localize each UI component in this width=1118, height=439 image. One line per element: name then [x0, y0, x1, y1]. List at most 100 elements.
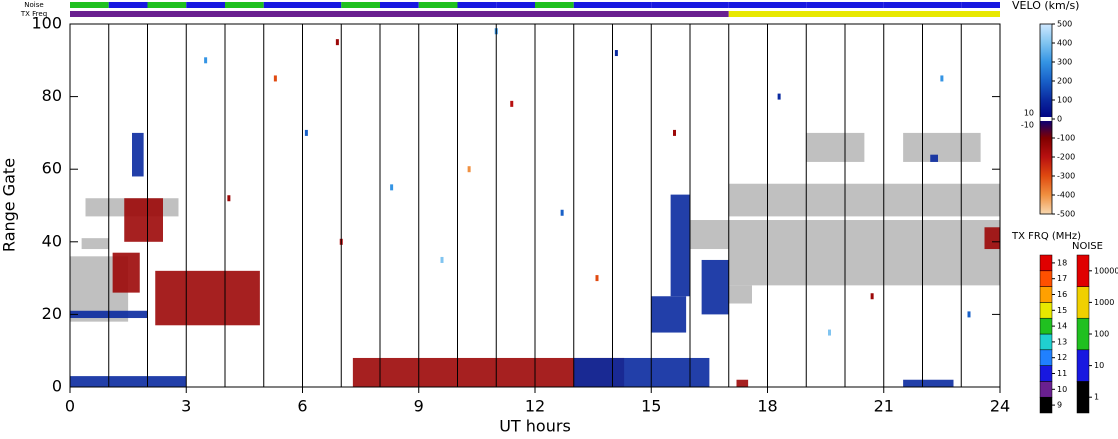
velo-colorbar-cell — [1040, 37, 1052, 39]
freq-colorbar-cell — [1039, 270, 1053, 287]
noise-segment — [612, 2, 652, 8]
velo-colorbar-cell — [1040, 72, 1052, 74]
noise-segment — [535, 2, 574, 8]
x-tick-label: 21 — [874, 397, 894, 416]
velo-colorbar-cell — [1040, 92, 1052, 94]
velo-small-tick-label: -10 — [1021, 120, 1034, 129]
velo-colorbar-cell — [1040, 183, 1052, 185]
velo-colorbar-cell — [1040, 187, 1052, 189]
velo-colorbar-cell — [1040, 57, 1052, 59]
noise-colorbar-cell — [1076, 286, 1090, 319]
velo-colorbar-cell — [1040, 138, 1052, 140]
freq-colorbar-cell — [1039, 349, 1053, 366]
velo-colorbar-cell — [1040, 33, 1052, 35]
velo-colorbar-cell — [1040, 148, 1052, 150]
freq-colorbar-cell — [1039, 333, 1053, 351]
velo-colorbar-cell — [1040, 68, 1052, 70]
noise-colorbar-cell — [1076, 317, 1090, 351]
velo-colorbar-cell — [1040, 131, 1052, 133]
velo-colorbar-cell — [1040, 35, 1052, 37]
velo-colorbar-cell — [1040, 206, 1052, 208]
x-tick-label: 0 — [65, 397, 75, 416]
noise-segment — [690, 2, 729, 8]
freq-colorbar-cell — [1039, 254, 1053, 272]
x-tick-label: 12 — [525, 397, 545, 416]
velo-colorbar-cell — [1040, 83, 1052, 85]
noise-label: Noise — [24, 1, 43, 9]
velo-colorbar-cell — [1040, 36, 1052, 38]
freq-colorbar-tick-label: 12 — [1057, 353, 1067, 362]
velo-colorbar-cell — [1040, 98, 1052, 100]
velo-colorbar-cell — [1040, 132, 1052, 134]
velo-colorbar-cell — [1040, 193, 1052, 195]
velocity-cell — [903, 379, 954, 387]
velo-colorbar-cell — [1040, 158, 1052, 160]
velo-colorbar-cell — [1040, 111, 1052, 113]
velo-colorbar-cell — [1040, 122, 1052, 124]
velocity-dot — [870, 293, 874, 300]
velocity-cell — [930, 154, 938, 162]
velo-colorbar-cell — [1040, 49, 1052, 51]
velo-colorbar-cell — [1040, 73, 1052, 75]
velo-colorbar-cell — [1040, 82, 1052, 84]
velo-colorbar-cell — [1040, 124, 1052, 126]
velo-colorbar-cell — [1040, 65, 1052, 67]
velo-colorbar-cell — [1040, 191, 1052, 193]
velo-colorbar-cell — [1040, 101, 1052, 103]
velo-colorbar-cell — [1040, 147, 1052, 149]
x-tick-label: 3 — [181, 397, 191, 416]
velo-tick-label: 100 — [1057, 96, 1072, 105]
velo-colorbar-cell — [1040, 178, 1052, 180]
freq-colorbar-tick-label: 18 — [1057, 258, 1067, 267]
velo-colorbar-cell — [1040, 128, 1052, 130]
velo-colorbar-cell — [1040, 25, 1052, 27]
velocity-dot — [510, 100, 514, 107]
velo-colorbar-cell — [1040, 190, 1052, 192]
velo-colorbar-cell — [1040, 74, 1052, 76]
velo-colorbar-cell — [1040, 121, 1052, 123]
freq-colorbar-cell — [1039, 317, 1053, 335]
velo-colorbar-cell — [1040, 146, 1052, 148]
velo-colorbar-cell — [1040, 150, 1052, 152]
velocity-cell — [573, 357, 710, 387]
y-tick-label: 20 — [42, 304, 62, 323]
velo-colorbar-cell — [1040, 93, 1052, 95]
freq-colorbar-cell — [1039, 286, 1053, 303]
velocity-dot — [828, 329, 831, 336]
velo-colorbar-cell — [1040, 54, 1052, 56]
velo-colorbar-cell — [1040, 50, 1052, 52]
velo-colorbar-cell — [1040, 169, 1052, 171]
velo-colorbar-cell — [1040, 162, 1052, 164]
ground-scatter — [728, 285, 752, 304]
velo-colorbar-cell — [1040, 207, 1052, 209]
ground-scatter — [728, 220, 1000, 286]
velo-tick-label: -500 — [1057, 210, 1075, 219]
velo-colorbar-cell — [1040, 95, 1052, 97]
y-tick-label: 80 — [42, 86, 62, 105]
velo-colorbar-cell — [1040, 159, 1052, 161]
velo-colorbar-cell — [1040, 126, 1052, 128]
velo-colorbar-cell — [1040, 192, 1052, 194]
velo-colorbar-cell — [1040, 91, 1052, 93]
velo-colorbar-cell — [1040, 70, 1052, 72]
velo-colorbar-cell — [1040, 96, 1052, 98]
velo-colorbar-cell — [1040, 134, 1052, 136]
velo-tick-label: -300 — [1057, 172, 1075, 181]
noise-segment — [380, 2, 419, 8]
velocity-dot — [204, 57, 208, 64]
velo-tick-label: -400 — [1057, 191, 1075, 200]
velocity-cell — [701, 259, 729, 315]
txfreq-segment — [728, 11, 1000, 17]
velo-colorbar-cell — [1040, 185, 1052, 187]
velo-colorbar-cell — [1040, 104, 1052, 106]
velo-colorbar-cell — [1040, 127, 1052, 129]
velo-colorbar-cell — [1040, 55, 1052, 57]
velo-colorbar-cell — [1040, 160, 1052, 162]
freq-colorbar-tick-label: 13 — [1057, 337, 1067, 346]
noise-colorbar-tick-label: 10 — [1094, 361, 1104, 370]
velo-colorbar-cell — [1040, 115, 1052, 117]
velocity-cell — [124, 198, 163, 242]
velo-colorbar-cell — [1040, 202, 1052, 204]
ground-scatter — [81, 238, 109, 250]
freq-colorbar-tick-label: 11 — [1057, 369, 1067, 378]
